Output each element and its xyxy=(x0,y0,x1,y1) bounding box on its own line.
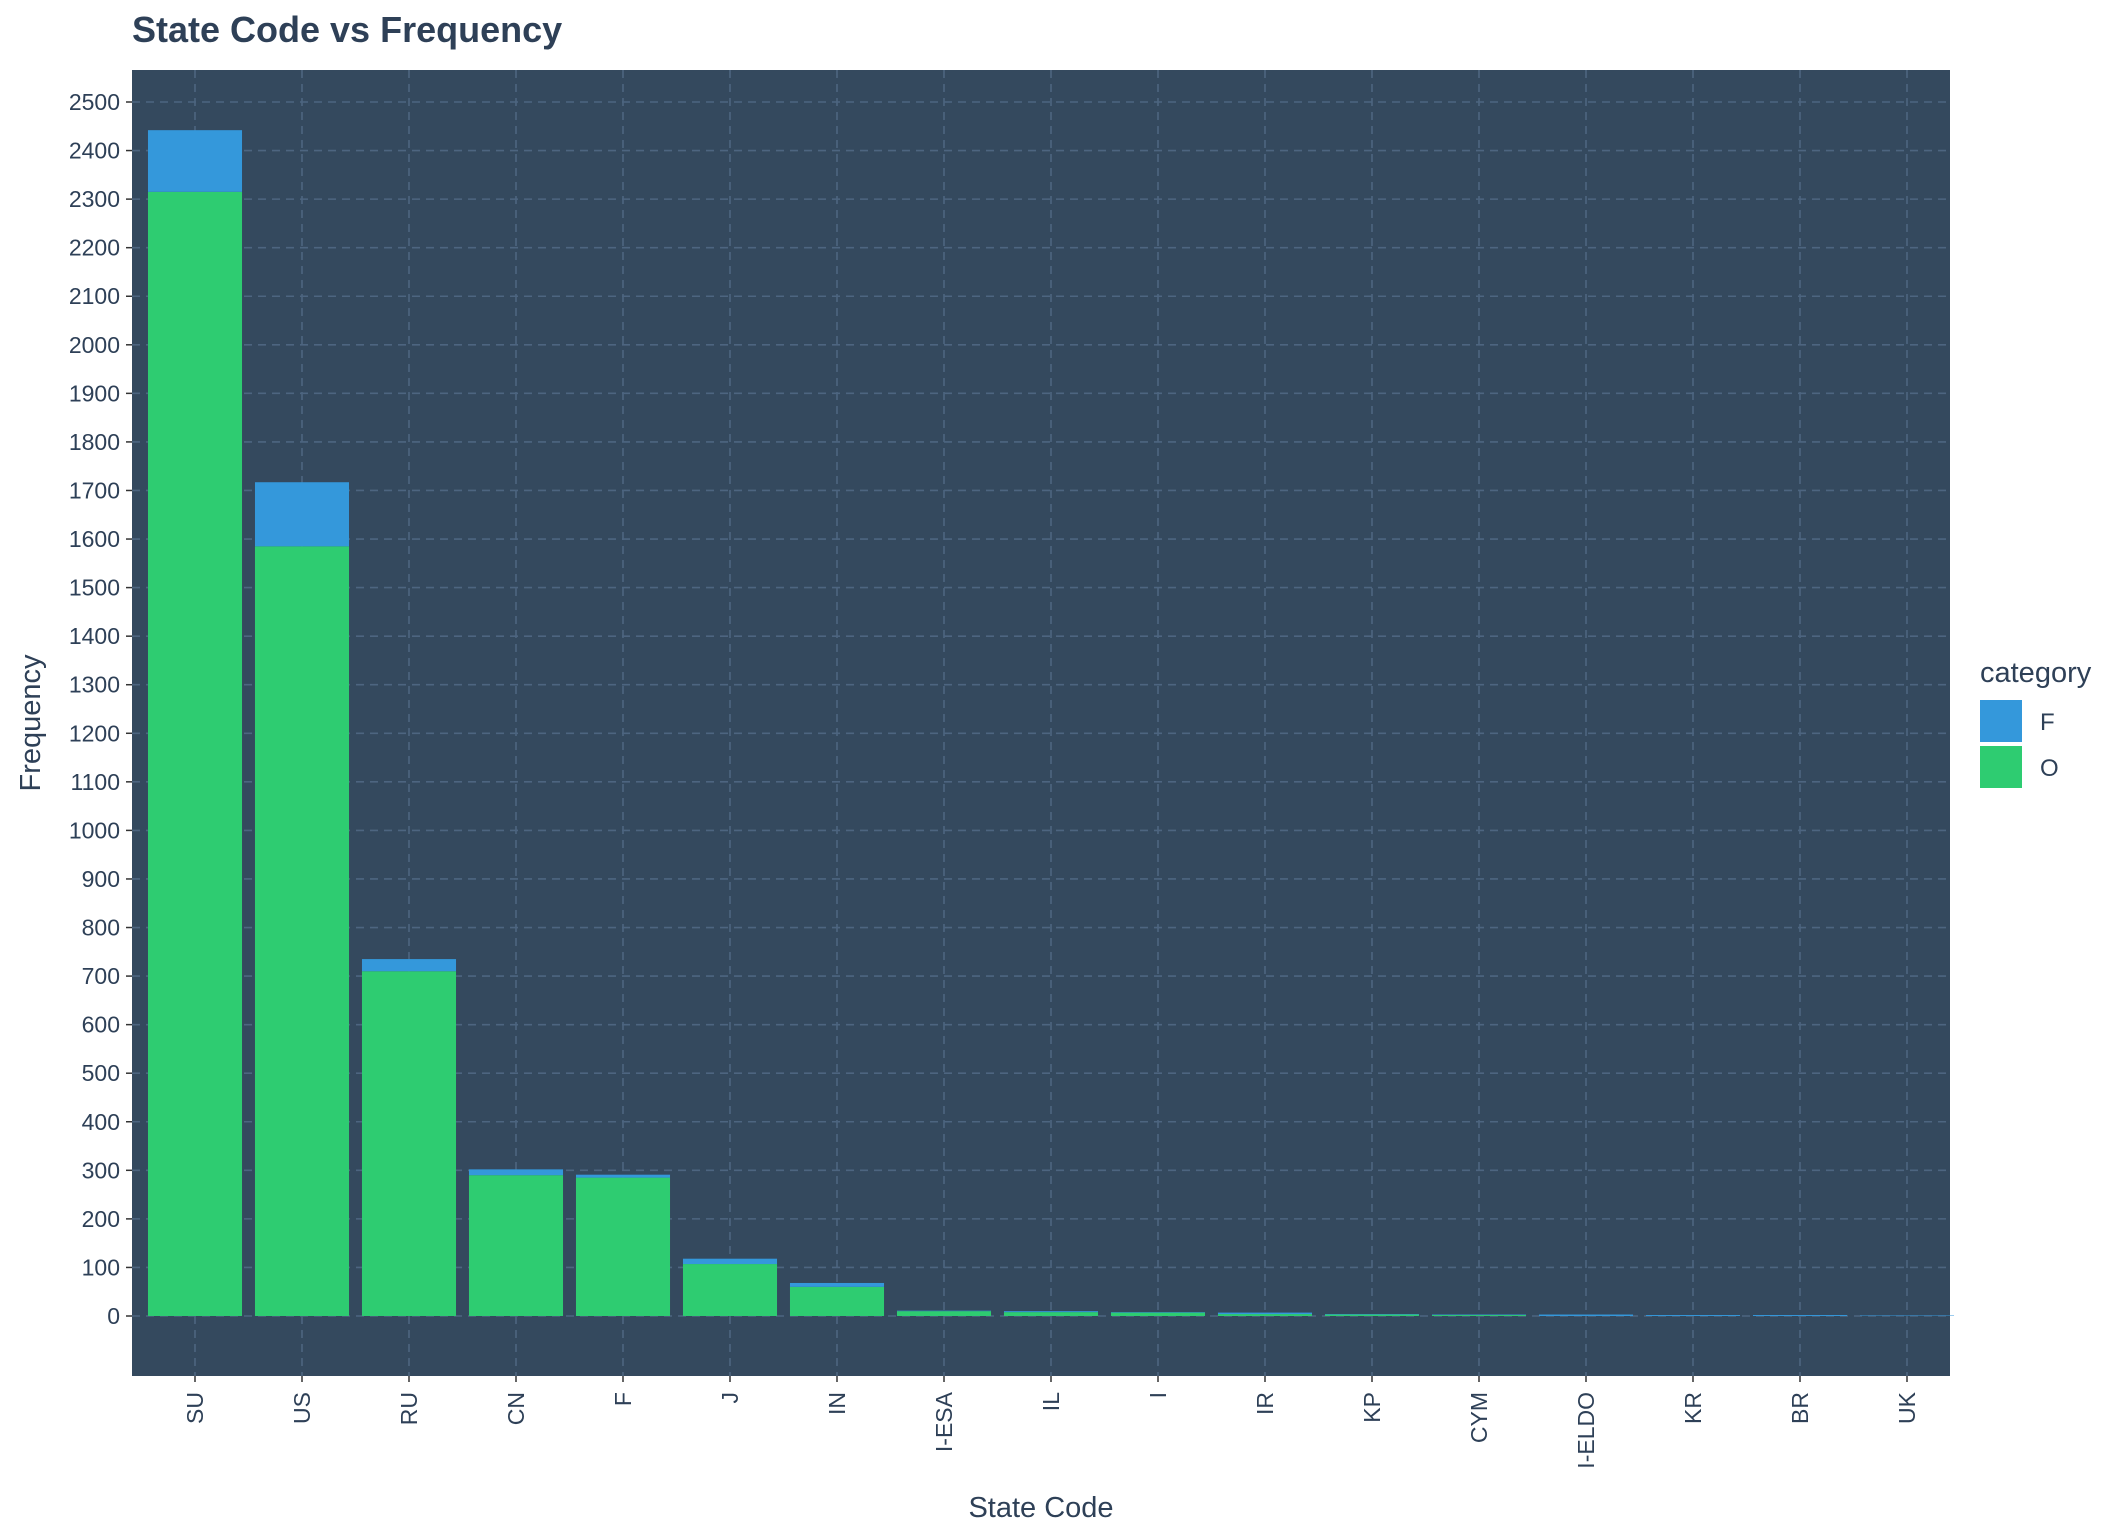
bar-IL-O xyxy=(1003,1312,1099,1316)
x-tick-label: I xyxy=(1145,1392,1171,1398)
y-tick-label: 600 xyxy=(82,1012,120,1038)
x-tick-label: CN xyxy=(503,1392,529,1425)
bar-SU-F xyxy=(147,130,243,192)
bar-RU-O xyxy=(361,971,457,1316)
chart-title: State Code vs Frequency xyxy=(132,9,562,50)
x-tick-label: J xyxy=(717,1392,743,1404)
x-tick-label: IR xyxy=(1252,1392,1278,1415)
legend-label-O: O xyxy=(2040,755,2059,782)
grid-lines xyxy=(132,70,1950,1376)
y-tick-label: 1300 xyxy=(69,672,120,698)
y-tick-label: 1100 xyxy=(71,769,120,795)
legend: category FO xyxy=(1980,657,2092,788)
bar-CN-F xyxy=(468,1169,564,1176)
bars xyxy=(147,130,1955,1317)
y-tick-label: 400 xyxy=(82,1109,120,1135)
x-tick-label: BR xyxy=(1787,1392,1813,1424)
y-tick-label: 300 xyxy=(82,1157,120,1183)
bar-US-F xyxy=(254,482,350,547)
bar-I-ESA-O xyxy=(896,1311,992,1316)
bar-CYM-O xyxy=(1431,1315,1527,1316)
bar-J-F xyxy=(682,1258,778,1265)
bar-I-ELDO-F xyxy=(1538,1314,1634,1316)
y-tick-label: 900 xyxy=(82,866,120,892)
x-tick-label: RU xyxy=(396,1392,422,1425)
legend-key-F xyxy=(1980,700,2022,742)
bar-IN-O xyxy=(789,1286,885,1316)
bar-KR-F xyxy=(1645,1315,1741,1316)
y-tick-label: 2100 xyxy=(69,283,120,309)
y-tick-label: 2500 xyxy=(69,89,120,115)
x-tick-label: IN xyxy=(824,1392,850,1415)
legend-label-F: F xyxy=(2040,709,2055,736)
y-tick-label: 100 xyxy=(82,1254,120,1280)
x-tick-label: SU xyxy=(182,1392,208,1424)
y-tick-label: 2200 xyxy=(69,235,120,261)
bar-BR-F xyxy=(1752,1315,1848,1316)
y-axis-title: Frequency xyxy=(15,654,47,792)
x-tick-label: I-ELDO xyxy=(1573,1392,1599,1469)
bar-IL-F xyxy=(1003,1311,1099,1313)
x-tick-label: I-ESA xyxy=(931,1391,957,1452)
y-tick-label: 200 xyxy=(82,1206,120,1232)
x-tick-label: KP xyxy=(1359,1392,1385,1423)
bar-F-F xyxy=(575,1174,671,1178)
legend-title: category xyxy=(1980,657,2092,689)
bar-CN-O xyxy=(468,1175,564,1316)
y-tick-label: 1800 xyxy=(69,429,120,455)
y-tick-label: 2400 xyxy=(69,138,120,164)
x-tick-label: F xyxy=(610,1392,636,1406)
legend-key-O xyxy=(1980,746,2022,788)
x-axis-ticks: SU US RU CN F J IN I-ESA IL I IR KP CYM I-ELDO KR BR UK xyxy=(182,1376,1920,1469)
bar-IR-O xyxy=(1217,1314,1313,1316)
bar-IR-F xyxy=(1217,1312,1313,1315)
y-tick-label: 1200 xyxy=(69,720,120,746)
bar-US-O xyxy=(254,546,350,1316)
y-tick-label: 1600 xyxy=(69,526,120,552)
y-tick-label: 1900 xyxy=(69,380,120,406)
y-axis-ticks: 0 100 200 300 400 500 600 700 800 900 1000 1100 1200… xyxy=(69,89,132,1329)
x-tick-label: US xyxy=(289,1392,315,1424)
x-tick-label: UK xyxy=(1894,1391,1920,1424)
y-tick-label: 2300 xyxy=(69,186,120,212)
bar-J-O xyxy=(682,1264,778,1316)
y-tick-label: 700 xyxy=(82,963,120,989)
bar-SU-O xyxy=(147,191,243,1317)
x-axis-title: State Code xyxy=(968,1492,1113,1524)
bar-RU-F xyxy=(361,959,457,972)
x-tick-label: IL xyxy=(1038,1392,1064,1411)
bar-F-O xyxy=(575,1177,671,1316)
y-tick-label: 1000 xyxy=(69,817,120,843)
y-tick-label: 0 xyxy=(107,1303,120,1329)
y-tick-label: 1400 xyxy=(69,623,120,649)
bar-I-O xyxy=(1110,1312,1206,1316)
y-tick-label: 500 xyxy=(82,1060,120,1086)
y-tick-label: 2000 xyxy=(69,332,120,358)
y-tick-label: 800 xyxy=(82,915,120,941)
bar-KP-O xyxy=(1324,1314,1420,1316)
y-tick-label: 1700 xyxy=(69,477,120,503)
y-tick-label: 1500 xyxy=(69,575,120,601)
bar-IN-F xyxy=(789,1282,885,1287)
x-tick-label: CYM xyxy=(1466,1392,1492,1443)
x-tick-label: KR xyxy=(1680,1392,1706,1424)
